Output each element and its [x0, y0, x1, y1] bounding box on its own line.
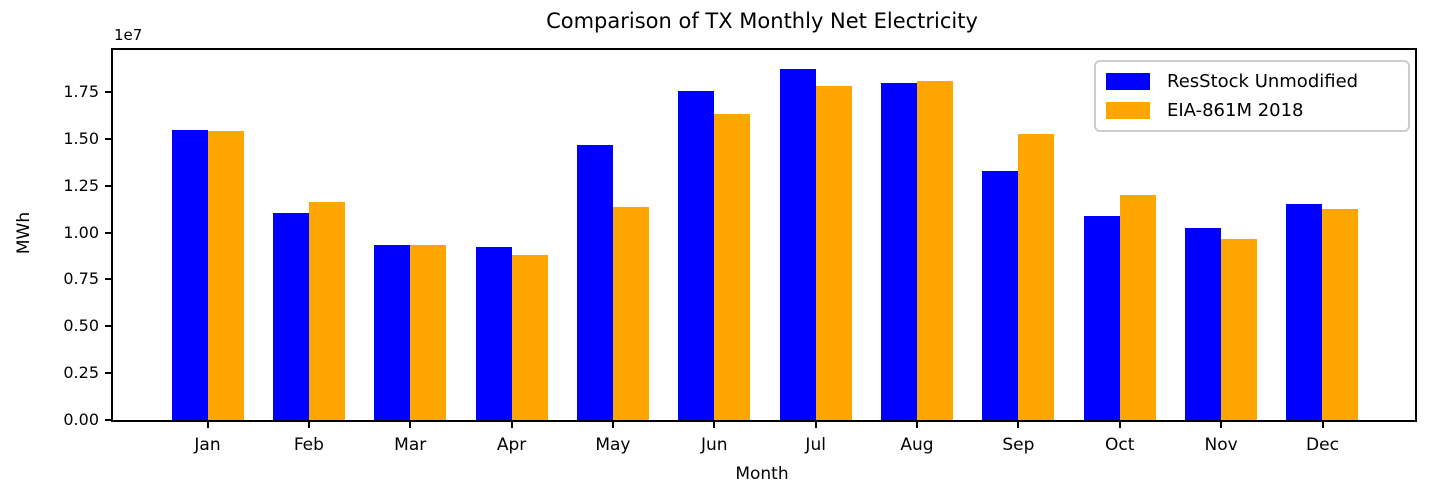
y-tick-mark: [105, 91, 111, 93]
y-tick-label: 0.75: [63, 269, 99, 289]
x-tick-label-mar: Mar: [394, 435, 427, 455]
legend-swatch-orange: [1106, 102, 1150, 119]
bar-apr-resstock: [475, 247, 512, 420]
bar-dec-eia: [1322, 209, 1359, 420]
bar-jan-resstock: [171, 130, 208, 420]
bar-feb-resstock: [272, 213, 309, 420]
bar-may-eia: [612, 207, 649, 420]
bar-jan-eia: [207, 131, 244, 420]
x-tick-mark: [713, 422, 716, 428]
bar-jun-eia: [714, 113, 751, 420]
y-tick-label: 1.25: [63, 175, 99, 195]
y-tick-mark: [105, 231, 111, 234]
bar-aug-eia: [917, 81, 954, 420]
legend-entry-eia: EIA-861M 2018: [1106, 100, 1398, 121]
x-tick-mark: [307, 422, 310, 428]
bar-jun-resstock: [678, 91, 715, 420]
bar-aug-resstock: [881, 82, 918, 420]
x-tick-label-apr: Apr: [496, 435, 527, 455]
x-tick-label-nov: Nov: [1204, 435, 1238, 455]
x-tick-mark: [409, 422, 412, 428]
bar-feb-eia: [308, 201, 345, 420]
bar-nov-resstock: [1185, 228, 1222, 420]
y-tick-label: 0.25: [63, 363, 99, 383]
x-tick-label-may: May: [595, 435, 631, 455]
y-tick-mark: [105, 419, 111, 421]
chart-title: Comparison of TX Monthly Net Electricity: [546, 9, 978, 33]
x-tick-label-jan: Jan: [194, 435, 221, 455]
y-tick-mark: [105, 372, 111, 375]
x-tick-mark: [1017, 422, 1020, 428]
x-tick-mark: [510, 422, 513, 428]
bar-apr-eia: [511, 254, 548, 420]
bar-nov-eia: [1221, 239, 1258, 420]
x-tick-mark: [206, 422, 209, 428]
y-tick-label: 1.00: [63, 222, 99, 242]
x-tick-label-feb: Feb: [293, 435, 324, 455]
x-tick-mark: [916, 422, 918, 428]
x-tick-mark: [1220, 422, 1223, 428]
x-tick-label-oct: Oct: [1104, 435, 1135, 455]
x-tick-label-jun: Jun: [701, 435, 728, 455]
legend-label: ResStock Unmodified: [1167, 71, 1359, 92]
y-tick-mark: [105, 137, 111, 140]
x-tick-label-sep: Sep: [1002, 435, 1035, 455]
y-tick-label: 0.50: [63, 316, 99, 336]
bar-dec-resstock: [1286, 203, 1323, 420]
x-tick-label-dec: Dec: [1306, 435, 1339, 455]
x-tick-mark: [814, 422, 817, 428]
bar-jul-resstock: [779, 69, 816, 420]
plot-area: 0.00 0.25 0.50 0.75 1.00 1.25 1.50 1.75 Jan Feb M…: [63, 48, 1417, 455]
bar-mar-resstock: [374, 245, 411, 420]
y-tick-label: 1.50: [63, 128, 99, 148]
x-tick-mark: [1321, 422, 1324, 428]
bar-sep-eia: [1018, 133, 1055, 420]
x-tick-label-jul: Jul: [805, 435, 826, 455]
y-tick-label: 1.75: [63, 82, 99, 101]
bar-oct-resstock: [1083, 215, 1120, 420]
legend-label: EIA-861M 2018: [1167, 100, 1304, 121]
y-tick-mark: [105, 278, 111, 281]
y-axis-offset-label: 1e7: [114, 26, 143, 44]
bar-jul-eia: [815, 85, 852, 420]
x-tick-label-aug: Aug: [900, 435, 934, 455]
legend-swatch-blue: [1106, 73, 1150, 90]
y-tick-label: 0.00: [63, 410, 99, 429]
bar-sep-resstock: [982, 171, 1019, 420]
bar-oct-eia: [1119, 194, 1156, 420]
legend-entry-resstock: ResStock Unmodified: [1106, 71, 1398, 92]
x-tick-mark: [1118, 422, 1121, 428]
x-tick-mark: [611, 422, 614, 428]
y-tick-mark: [105, 325, 111, 328]
x-axis-label: Month: [735, 464, 789, 484]
bar-mar-eia: [410, 244, 447, 420]
bar-may-resstock: [576, 145, 613, 420]
legend: ResStock Unmodified EIA-861M 2018: [1094, 60, 1410, 132]
y-tick-mark: [105, 184, 111, 187]
